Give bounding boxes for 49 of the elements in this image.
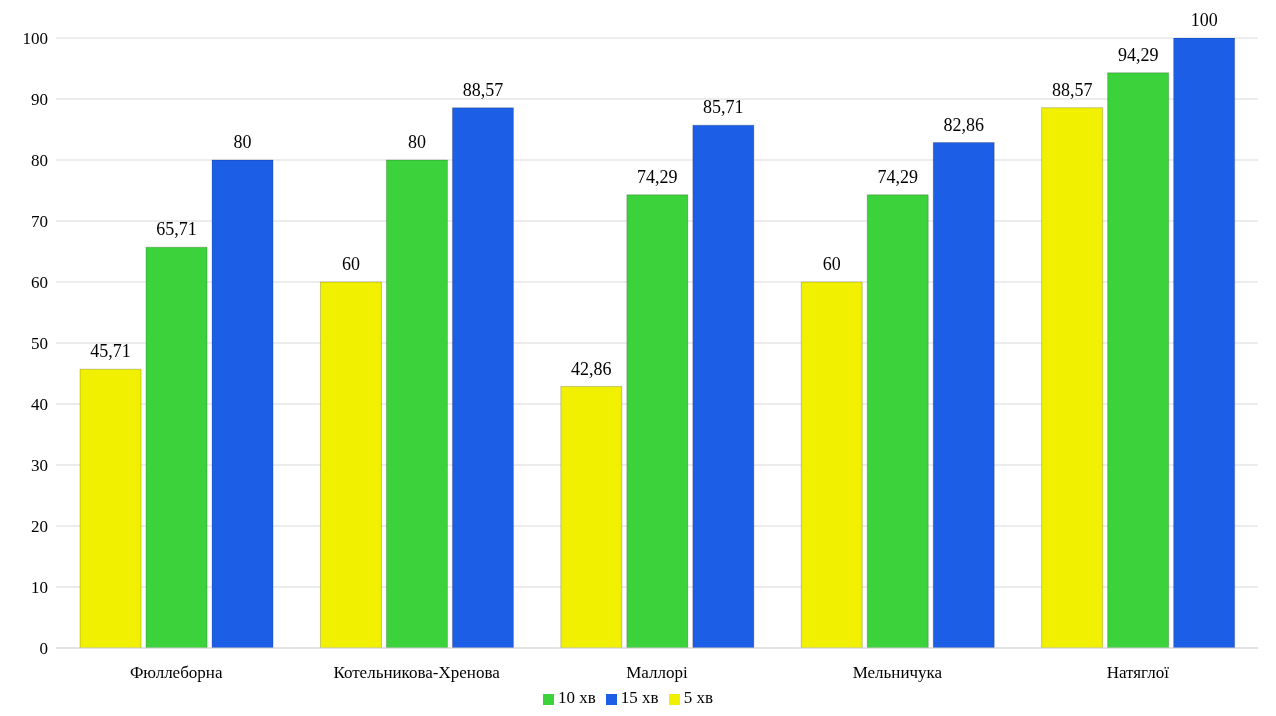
- y-tick-label: 0: [39, 639, 48, 659]
- bar: [451, 107, 514, 648]
- data-label: 80: [233, 132, 252, 152]
- bar: [145, 246, 208, 648]
- x-tick-label: Натяглої: [1106, 663, 1170, 683]
- y-tick-label: 30: [31, 456, 48, 476]
- y-tick-label: 10: [31, 578, 48, 598]
- y-tick-label: 100: [22, 29, 48, 49]
- bar: [79, 368, 142, 648]
- data-label: 74,29: [637, 166, 678, 187]
- data-label: 42,86: [571, 358, 612, 379]
- bar: [1173, 38, 1236, 648]
- data-label: 80: [407, 132, 426, 152]
- bar: [692, 124, 755, 648]
- data-label: 88,57: [1051, 79, 1093, 100]
- data-label: 100: [1190, 10, 1218, 30]
- data-label: 60: [341, 254, 360, 274]
- y-tick-label: 50: [31, 334, 48, 354]
- bar: [560, 386, 623, 648]
- y-tick-label: 80: [31, 151, 48, 171]
- bar: [866, 194, 929, 648]
- data-label: 94,29: [1117, 44, 1159, 65]
- y-tick-label: 40: [31, 395, 48, 415]
- data-label: 82,86: [943, 114, 984, 135]
- data-label: 45,71: [90, 341, 131, 362]
- data-label: 85,71: [703, 97, 744, 118]
- x-tick-label: Мельничука: [852, 663, 943, 683]
- bar: [211, 159, 274, 648]
- x-tick-label: Котельникова-Хренова: [333, 663, 501, 683]
- legend-label: 5 хв: [683, 688, 713, 707]
- bar: [319, 281, 382, 648]
- legend-label: 15 хв: [620, 688, 659, 707]
- y-tick-label: 70: [31, 212, 48, 232]
- data-label: 60: [822, 254, 841, 274]
- data-label: 74,29: [877, 166, 918, 187]
- bar: [1041, 107, 1104, 648]
- bar: [1107, 72, 1170, 648]
- bar: [626, 194, 689, 648]
- data-label: 65,71: [156, 219, 197, 240]
- x-tick-label: Маллорі: [626, 663, 689, 683]
- y-tick-label: 60: [31, 273, 48, 293]
- x-tick-label: Фюллеборна: [129, 663, 223, 683]
- data-label: 88,57: [462, 79, 504, 100]
- bar: [932, 142, 995, 648]
- bar: [385, 159, 448, 648]
- y-tick-label: 90: [31, 90, 48, 110]
- bar: [800, 281, 863, 648]
- legend-label: 10 хв: [558, 688, 596, 707]
- y-tick-label: 20: [31, 517, 48, 537]
